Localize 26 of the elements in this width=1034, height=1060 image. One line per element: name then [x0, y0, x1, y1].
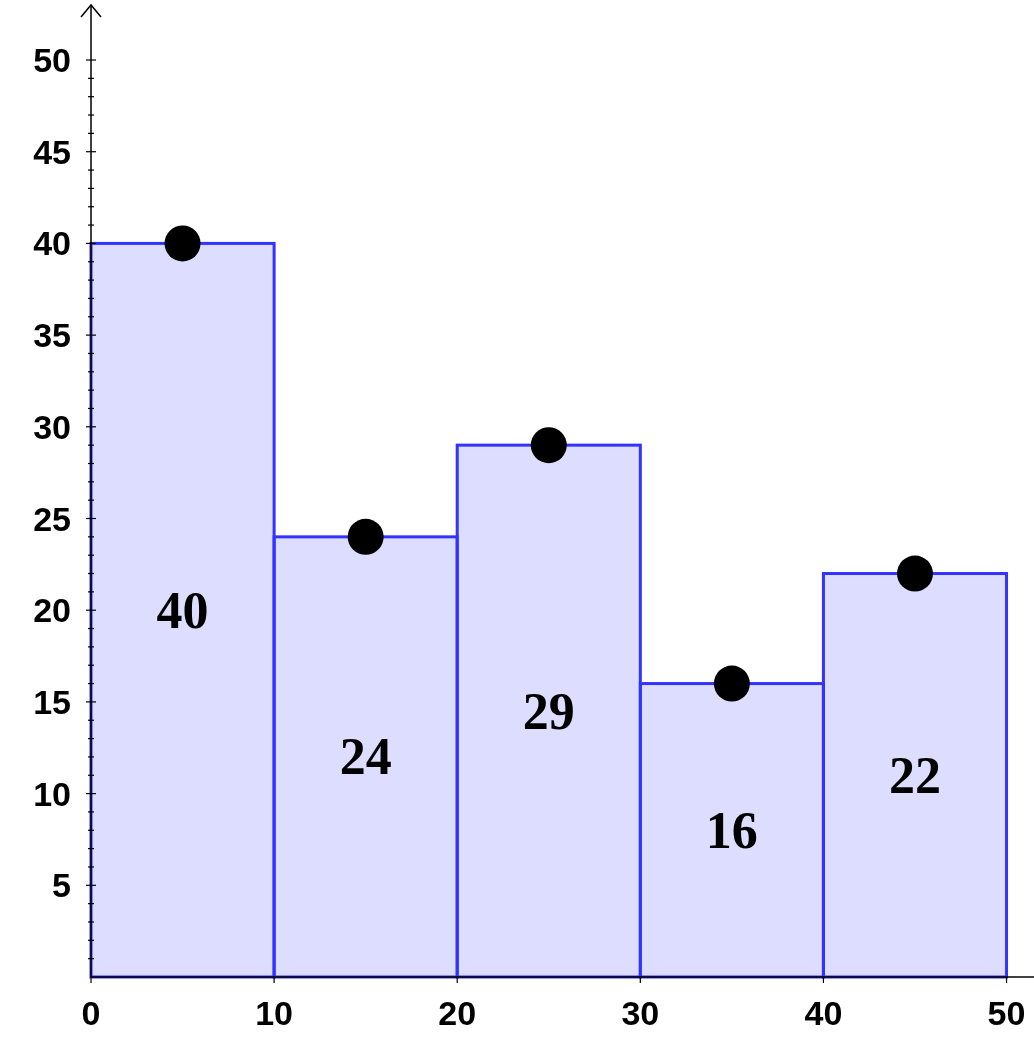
- y-tick-label: 25: [33, 499, 71, 538]
- y-tick-label: 30: [33, 407, 71, 446]
- point: [530, 427, 567, 464]
- y-tick-label: 10: [33, 774, 71, 813]
- point: [896, 555, 933, 592]
- y-tick-label: 15: [33, 682, 71, 721]
- x-tick-label: 40: [804, 994, 843, 1032]
- y-tick-label: 35: [33, 316, 71, 355]
- y-tick-label: 20: [33, 591, 71, 630]
- y-tick-label: 40: [33, 224, 71, 263]
- data-label: 40: [156, 581, 209, 639]
- x-tick-label: 30: [621, 994, 660, 1032]
- data-label: 24: [339, 728, 392, 786]
- x-tick-label: 0: [81, 994, 101, 1032]
- y-tick-label: 45: [33, 132, 71, 171]
- point: [347, 518, 384, 555]
- x-tick-label: 50: [987, 994, 1026, 1032]
- data-label: 16: [705, 801, 758, 859]
- x-tick-label: 20: [438, 994, 477, 1032]
- y-tick-label: 50: [33, 41, 71, 80]
- x-tick-label: 10: [255, 994, 294, 1032]
- point: [713, 665, 750, 702]
- point: [164, 225, 201, 262]
- data-label: 29: [522, 682, 575, 740]
- y-tick-label: 5: [52, 866, 71, 905]
- data-label: 22: [888, 746, 941, 804]
